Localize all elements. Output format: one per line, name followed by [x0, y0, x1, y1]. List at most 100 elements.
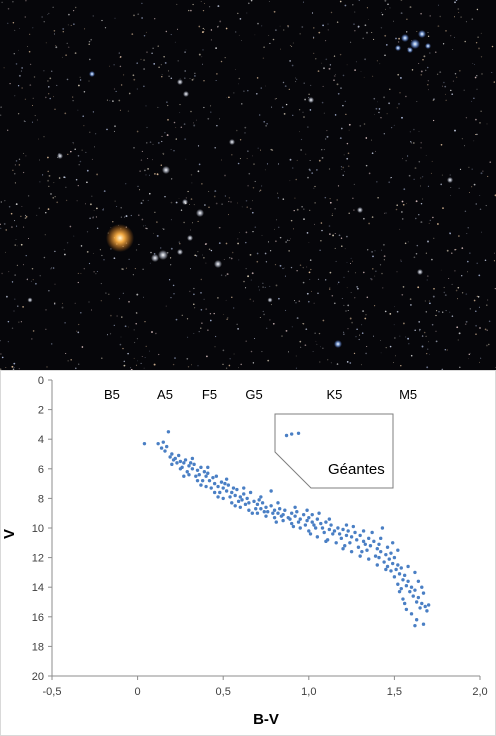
faint-star [103, 208, 104, 210]
faint-star [464, 40, 467, 43]
faint-star [250, 279, 252, 281]
faint-star [262, 57, 265, 59]
main-sequence-point [187, 473, 191, 477]
faint-star [376, 60, 378, 62]
main-sequence-point [276, 501, 280, 505]
main-sequence-point [156, 441, 160, 446]
faint-star [291, 167, 294, 169]
main-sequence-point [293, 514, 297, 518]
faint-star [346, 361, 349, 363]
faint-star [418, 130, 420, 132]
faint-star [237, 12, 239, 15]
faint-star [336, 83, 339, 86]
faint-star [162, 228, 165, 230]
faint-star [396, 310, 399, 313]
faint-star [113, 324, 115, 327]
y-tick-label: 12 [32, 553, 44, 565]
faint-star [440, 183, 443, 186]
spectral-type-labels: B5 A5 F5 G5 K5 M5 [104, 387, 417, 402]
faint-star [73, 10, 75, 12]
faint-star [225, 27, 228, 30]
faint-star [388, 102, 391, 105]
faint-star [476, 295, 479, 298]
faint-star [53, 96, 54, 98]
faint-star [420, 221, 423, 224]
giants-bracket [274, 413, 394, 489]
faint-star [454, 270, 456, 272]
faint-star [375, 270, 377, 272]
faint-star [172, 363, 175, 366]
faint-star [179, 242, 181, 245]
faint-star [441, 368, 444, 370]
faint-star [141, 355, 143, 358]
faint-star [230, 201, 232, 203]
main-sequence-point [389, 551, 393, 555]
faint-star [170, 264, 172, 266]
faint-star [308, 271, 311, 274]
faint-star [454, 36, 455, 38]
faint-star [289, 158, 292, 161]
main-sequence-point [334, 541, 338, 545]
faint-star [37, 138, 39, 140]
faint-star [164, 61, 167, 64]
faint-star [26, 278, 29, 281]
faint-star [460, 16, 462, 18]
faint-star [373, 97, 376, 100]
faint-star [473, 299, 476, 302]
main-sequence-point [233, 493, 237, 498]
faint-star [34, 115, 36, 117]
faint-star [106, 128, 108, 131]
main-sequence-point [224, 477, 229, 481]
faint-star [337, 185, 340, 187]
faint-star [426, 348, 429, 350]
faint-star [31, 121, 34, 123]
main-sequence-point [202, 470, 207, 474]
faint-star [188, 203, 191, 206]
x-tick-label: 1,5 [387, 686, 402, 698]
faint-star [326, 130, 328, 132]
faint-star [214, 346, 216, 348]
faint-star [364, 317, 367, 320]
faint-star [279, 264, 282, 267]
faint-star [348, 129, 350, 131]
faint-star [202, 49, 204, 51]
faint-star [18, 368, 20, 370]
faint-star [44, 96, 47, 99]
faint-star [254, 34, 256, 36]
faint-star [471, 18, 474, 20]
faint-star [52, 267, 55, 269]
faint-star [122, 268, 124, 271]
faint-star [133, 14, 135, 17]
faint-star [162, 228, 163, 229]
faint-star [328, 67, 331, 70]
main-sequence-point [305, 508, 309, 512]
y-tick-label: 18 [32, 641, 44, 653]
main-sequence-point [416, 579, 421, 583]
giant-point [296, 431, 301, 435]
faint-star [84, 28, 86, 30]
faint-star [341, 298, 343, 299]
faint-star [296, 317, 299, 320]
faint-star [216, 125, 218, 127]
faint-star [224, 274, 227, 277]
faint-star [468, 353, 471, 356]
faint-star [72, 141, 74, 144]
faint-star [116, 315, 118, 317]
faint-star [318, 31, 321, 34]
faint-star [475, 203, 477, 205]
y-tick-label: 0 [38, 375, 44, 387]
faint-star [415, 252, 418, 255]
faint-star [332, 234, 335, 237]
faint-star [457, 8, 460, 10]
faint-star [196, 255, 198, 257]
faint-star [445, 99, 447, 101]
faint-star [471, 186, 473, 188]
faint-star [21, 87, 23, 89]
faint-star [411, 143, 413, 144]
faint-star [346, 64, 348, 66]
faint-star [308, 168, 311, 171]
faint-star [341, 168, 343, 170]
faint-star [190, 110, 192, 113]
faint-star [370, 278, 372, 280]
faint-star [247, 275, 250, 278]
